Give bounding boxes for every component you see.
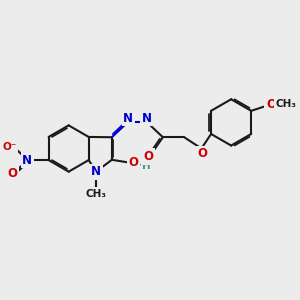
Text: N: N: [123, 112, 133, 125]
Text: N: N: [22, 154, 32, 166]
Text: O: O: [8, 167, 17, 180]
Text: CH₃: CH₃: [85, 189, 106, 199]
Text: O: O: [143, 150, 153, 163]
Text: O⁻: O⁻: [2, 142, 16, 152]
Text: O: O: [128, 156, 138, 169]
Text: H: H: [142, 161, 151, 171]
Text: N: N: [91, 165, 101, 178]
Text: N: N: [142, 112, 152, 125]
Text: O: O: [198, 147, 208, 161]
Text: CH₃: CH₃: [275, 99, 296, 109]
Text: O: O: [266, 98, 276, 111]
